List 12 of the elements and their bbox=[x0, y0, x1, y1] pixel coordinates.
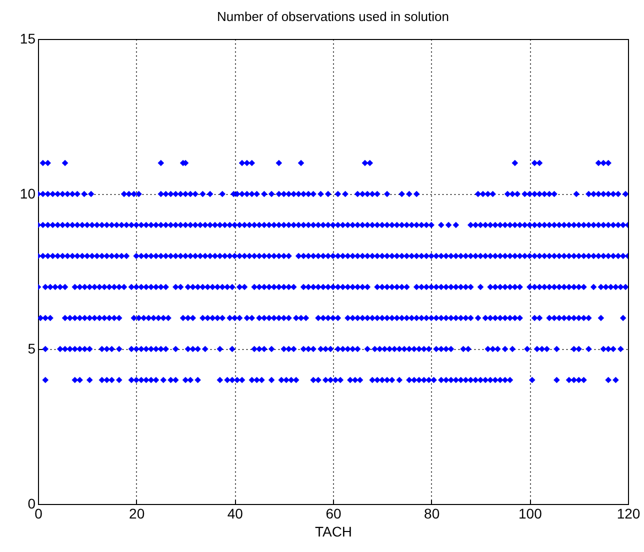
x-tick-label: 100 bbox=[518, 506, 542, 522]
y-tick-label: 0 bbox=[28, 496, 36, 512]
chart-title: Number of observations used in solution bbox=[217, 9, 449, 24]
x-tick-label: 60 bbox=[326, 506, 342, 522]
y-tick-label: 5 bbox=[28, 340, 36, 356]
x-tick-label: 20 bbox=[129, 506, 145, 522]
x-tick-label: 120 bbox=[616, 506, 640, 522]
x-tick-label: 40 bbox=[227, 506, 244, 522]
x-tick-label: 80 bbox=[424, 506, 440, 522]
x-axis-title: TACH bbox=[314, 524, 352, 540]
y-tick-label: 10 bbox=[20, 186, 36, 202]
y-tick-label: 15 bbox=[20, 30, 36, 46]
